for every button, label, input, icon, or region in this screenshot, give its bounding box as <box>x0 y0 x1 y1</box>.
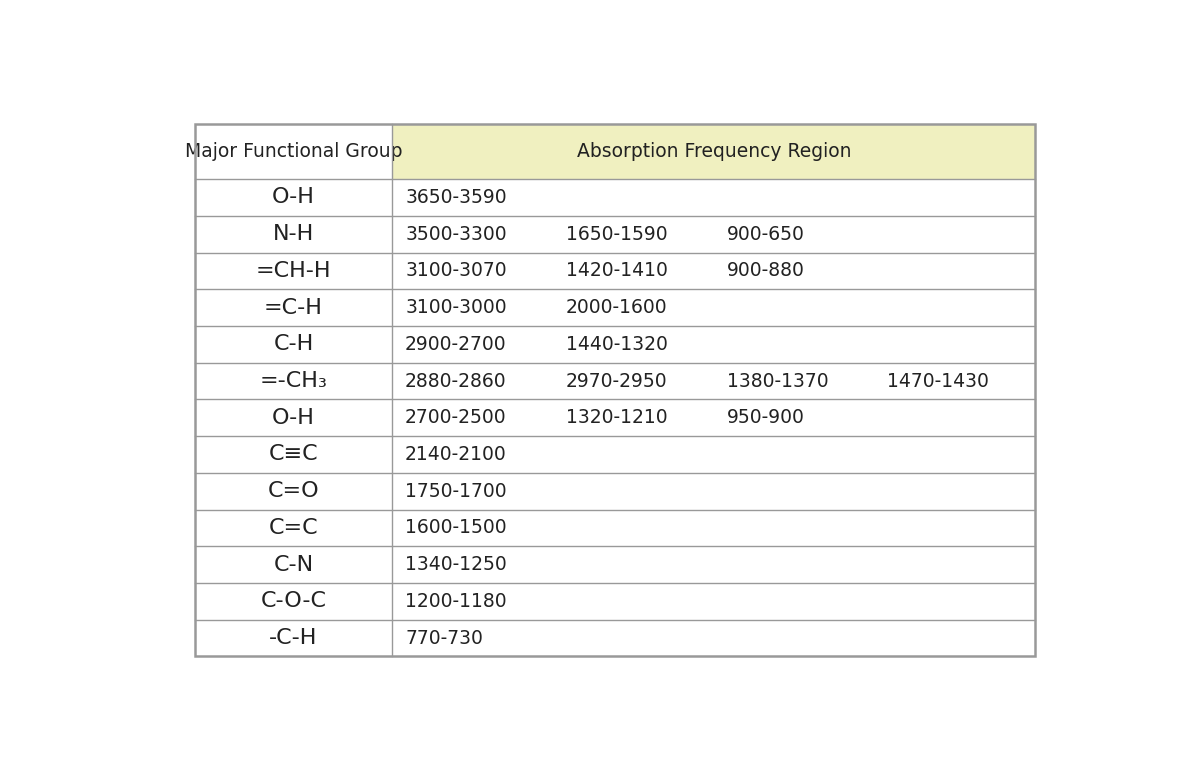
Text: 1420-1410: 1420-1410 <box>566 261 667 280</box>
Text: =CH-H: =CH-H <box>256 261 331 281</box>
Text: 2970-2950: 2970-2950 <box>566 371 667 390</box>
Bar <box>194 546 1036 583</box>
Text: 1600-1500: 1600-1500 <box>406 519 506 537</box>
Text: C=O: C=O <box>268 481 319 501</box>
Text: -C-H: -C-H <box>269 628 318 648</box>
Bar <box>194 620 1036 656</box>
Text: C-N: C-N <box>274 555 313 575</box>
Text: 1320-1210: 1320-1210 <box>566 408 667 427</box>
Text: C=C: C=C <box>269 518 318 538</box>
Bar <box>194 124 392 179</box>
Text: 1440-1320: 1440-1320 <box>566 335 667 354</box>
Text: 3650-3590: 3650-3590 <box>406 188 506 207</box>
Text: O-H: O-H <box>272 187 314 208</box>
Bar <box>194 436 1036 473</box>
Text: C≡C: C≡C <box>269 445 318 465</box>
Text: =C-H: =C-H <box>264 298 323 318</box>
Bar <box>194 290 1036 326</box>
Bar <box>194 363 1036 400</box>
Bar <box>194 583 1036 620</box>
Bar <box>194 510 1036 546</box>
Text: 3100-3070: 3100-3070 <box>406 261 506 280</box>
Text: 1650-1590: 1650-1590 <box>566 225 667 244</box>
Text: 1340-1250: 1340-1250 <box>406 555 506 574</box>
Text: 3500-3300: 3500-3300 <box>406 225 506 244</box>
Text: 1750-1700: 1750-1700 <box>406 482 506 500</box>
Bar <box>194 326 1036 363</box>
Text: 1380-1370: 1380-1370 <box>727 371 828 390</box>
Text: 770-730: 770-730 <box>406 629 482 648</box>
Text: N-H: N-H <box>272 224 314 244</box>
Text: Major Functional Group: Major Functional Group <box>185 142 402 161</box>
Text: 1470-1430: 1470-1430 <box>888 371 989 390</box>
Bar <box>392 124 1036 179</box>
Bar <box>194 473 1036 510</box>
Bar <box>194 179 1036 215</box>
Bar <box>194 253 1036 290</box>
Text: Absorption Frequency Region: Absorption Frequency Region <box>576 142 851 161</box>
Text: 2700-2500: 2700-2500 <box>406 408 506 427</box>
Text: 2880-2860: 2880-2860 <box>406 371 506 390</box>
Text: C-H: C-H <box>274 335 313 354</box>
Text: 2000-1600: 2000-1600 <box>566 298 667 317</box>
Text: C-O-C: C-O-C <box>260 591 326 611</box>
Text: 900-880: 900-880 <box>727 261 804 280</box>
Text: 900-650: 900-650 <box>727 225 804 244</box>
Text: 3100-3000: 3100-3000 <box>406 298 506 317</box>
Text: 950-900: 950-900 <box>727 408 804 427</box>
Text: O-H: O-H <box>272 408 314 428</box>
Text: 2140-2100: 2140-2100 <box>406 445 506 464</box>
Text: 1200-1180: 1200-1180 <box>406 592 506 611</box>
Text: 2900-2700: 2900-2700 <box>406 335 506 354</box>
Bar <box>194 215 1036 253</box>
Text: =-CH₃: =-CH₃ <box>259 371 328 391</box>
Bar <box>194 400 1036 436</box>
